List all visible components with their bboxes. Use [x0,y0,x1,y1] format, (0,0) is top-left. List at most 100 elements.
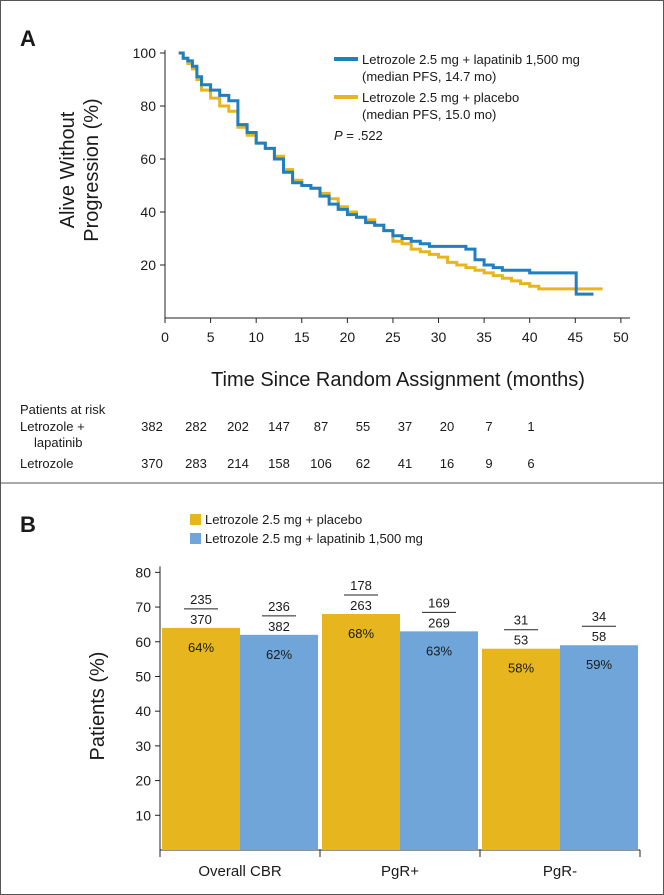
km-x-tick-label: 30 [431,329,447,345]
km-legend-sub-lapatinib: (median PFS, 14.7 mo) [362,69,496,84]
km-legend-label-placebo: Letrozole 2.5 mg + placebo [362,90,519,105]
bar-category-label: PgR+ [381,863,419,880]
bar-fraction-numerator: 235 [190,592,212,607]
risk-row-2-value: 16 [440,456,454,471]
km-axes: 20 40 60 80 100 0 5 10 15 20 25 30 35 40 45 50 [133,45,630,345]
risk-row-1-value: 147 [268,419,290,434]
km-x-tick-label: 5 [207,329,215,345]
bar-marks: 64% 235 370 62% 236 382 68% 178 263 63% 169 269 58% 3… [162,578,638,850]
km-legend-label-lapatinib: Letrozole 2.5 mg + lapatinib 1,500 mg [362,52,580,67]
bar-fraction-denominator: 53 [514,633,528,648]
risk-table: Patients at risk Letrozole + lapatinib L… [20,402,535,471]
bar-fraction-numerator: 34 [592,609,606,624]
km-y-tick-label: 20 [140,257,156,273]
risk-row-2-label: Letrozole [20,456,73,471]
km-legend-sub-placebo: (median PFS, 15.0 mo) [362,107,496,122]
risk-table-title: Patients at risk [20,402,106,417]
risk-row-2-value: 106 [310,456,332,471]
km-x-tick-label: 35 [476,329,492,345]
bar-fraction-numerator: 178 [350,578,372,593]
bar-fraction-numerator: 31 [514,613,528,628]
risk-row-2-value: 214 [227,456,249,471]
km-x-tick-label: 50 [613,329,629,345]
risk-row-1-value: 55 [356,419,370,434]
panel-a-km-chart: 20 40 60 80 100 0 5 10 15 20 25 30 35 40 45 50 Alive Wi… [57,45,630,391]
bar-ylabel: Patients (%) [87,652,109,761]
bar-fraction-numerator: 236 [268,599,290,614]
bar-value-label: 62% [266,647,292,662]
km-p-text: = .522 [343,128,383,143]
risk-row-2-value: 41 [398,456,412,471]
bar-y-tick-label: 80 [135,564,151,580]
bar-lapatinib [400,631,478,850]
km-p-symbol: P [334,128,343,143]
risk-row-2-value: 9 [485,456,492,471]
risk-row-2-value: 370 [141,456,163,471]
km-y-tick-label: 100 [133,45,157,61]
panel-b-letter: B [20,512,36,537]
bar-placebo [322,614,400,850]
bar-lapatinib [240,634,318,850]
km-x-tick-label: 20 [340,329,356,345]
risk-row-1-value: 87 [314,419,328,434]
km-x-tick-label: 10 [248,329,264,345]
bar-y-tick-label: 20 [135,773,151,789]
km-y-tick-label: 60 [140,151,156,167]
risk-row-1-label-line-1: Letrozole + [20,419,85,434]
km-x-tick-label: 0 [161,329,169,345]
km-legend: Letrozole 2.5 mg + lapatinib 1,500 mg (m… [334,52,580,143]
bar-fraction-denominator: 382 [268,619,290,634]
bar-placebo [482,648,560,850]
bar-fraction-denominator: 269 [428,615,450,630]
bar-fraction-denominator: 58 [592,629,606,644]
risk-row-2-value: 158 [268,456,290,471]
risk-row-1-value: 382 [141,419,163,434]
km-p-value: P = .522 [334,128,383,143]
risk-row-1-label-line-2: lapatinib [34,435,82,450]
km-y-tick-label: 40 [140,204,156,220]
bar-legend-swatch-lapatinib [190,533,201,544]
risk-row-2-value: 6 [527,456,534,471]
bar-legend: Letrozole 2.5 mg + placebo Letrozole 2.5… [190,512,423,546]
risk-row-1-value: 7 [485,419,492,434]
km-x-tick-label: 15 [294,329,310,345]
km-line-lapatinib [178,51,594,296]
panel-b-bar-chart: 10 20 30 40 50 60 70 80 Overall CBR PgR+ PgR- 64% 2… [87,512,641,880]
km-ylabel-line-2: Progression (%) [81,98,103,241]
bar-y-tick-label: 10 [135,807,151,823]
bar-value-label: 59% [586,657,612,672]
km-x-tick-label: 25 [385,329,401,345]
km-curves [178,51,603,296]
risk-row-1-value: 37 [398,419,412,434]
bar-y-tick-label: 30 [135,738,151,754]
bar-fraction-denominator: 263 [350,598,372,613]
bar-fraction-denominator: 370 [190,612,212,627]
risk-row-1-value: 20 [440,419,454,434]
bar-y-tick-label: 70 [135,599,151,615]
km-x-tick-label: 40 [522,329,538,345]
bar-y-tick-label: 40 [135,703,151,719]
bar-y-tick-label: 50 [135,668,151,684]
km-y-tick-label: 80 [140,98,156,114]
bar-value-label: 64% [188,640,214,655]
bar-legend-label-lapatinib: Letrozole 2.5 mg + lapatinib 1,500 mg [205,531,423,546]
bar-legend-swatch-placebo [190,514,201,525]
bar-y-tick-label: 60 [135,634,151,650]
km-xlabel: Time Since Random Assignment (months) [211,369,585,391]
bar-category-label: Overall CBR [198,863,282,880]
bar-fraction-numerator: 169 [428,595,450,610]
panel-a-letter: A [20,26,36,51]
risk-row-1-value: 202 [227,419,249,434]
bar-lapatinib [560,645,638,850]
risk-row-2-value: 62 [356,456,370,471]
bar-placebo [162,627,240,850]
bar-value-label: 63% [426,643,452,658]
risk-row-1-value: 1 [527,419,534,434]
km-ylabel-line-1: Alive Without [57,111,79,228]
bar-legend-label-placebo: Letrozole 2.5 mg + placebo [205,512,362,527]
bar-value-label: 58% [508,661,534,676]
risk-row-1-value: 282 [185,419,207,434]
bar-category-label: PgR- [543,863,577,880]
km-x-tick-label: 45 [568,329,584,345]
